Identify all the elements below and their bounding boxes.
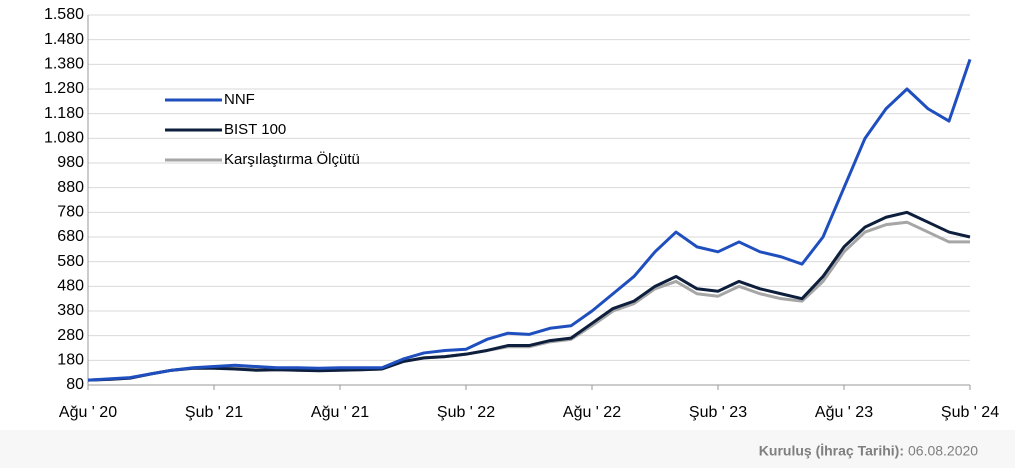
x-tick-label: Ağu ' 23 <box>815 404 873 421</box>
y-tick-label: 1.380 <box>44 56 84 73</box>
y-tick-label: 180 <box>57 352 84 369</box>
footer-bg <box>0 430 1015 468</box>
y-tick-label: 1.280 <box>44 80 84 97</box>
x-tick-label: Şub ' 21 <box>185 404 243 421</box>
y-tick-label: 580 <box>57 253 84 270</box>
y-tick-label: 780 <box>57 204 84 221</box>
y-tick-label: 380 <box>57 302 84 319</box>
series-line <box>87 58 972 382</box>
legend-label: BIST 100 <box>224 121 286 138</box>
series-line <box>87 210 971 382</box>
x-tick-label: Şub ' 24 <box>941 404 999 421</box>
y-tick-label: 1.180 <box>44 105 84 122</box>
x-tick-label: Şub ' 22 <box>437 404 495 421</box>
y-tick-label: 480 <box>57 278 84 295</box>
x-tick-label: Şub ' 23 <box>689 404 747 421</box>
footnote-label: Kuruluş (İhraç Tarihi): <box>759 443 904 459</box>
footnote-value: 06.08.2020 <box>908 443 978 459</box>
legend-label: Karşılaştırma Ölçütü <box>224 150 360 168</box>
y-tick-label: 680 <box>57 228 84 245</box>
series-line <box>87 220 970 382</box>
y-tick-label: 1.480 <box>44 31 84 48</box>
y-tick-label: 1.580 <box>44 6 84 23</box>
legend-label: NNF <box>224 91 255 108</box>
y-tick-label: 280 <box>57 327 84 344</box>
x-tick-label: Ağu ' 21 <box>311 404 369 421</box>
y-tick-label: 980 <box>57 154 84 171</box>
x-tick-label: Ağu ' 20 <box>59 404 117 421</box>
x-tick-label: Ağu ' 22 <box>563 404 621 421</box>
y-tick-label: 1.080 <box>44 130 84 147</box>
y-tick-label: 80 <box>66 376 84 393</box>
y-tick-label: 880 <box>57 179 84 196</box>
